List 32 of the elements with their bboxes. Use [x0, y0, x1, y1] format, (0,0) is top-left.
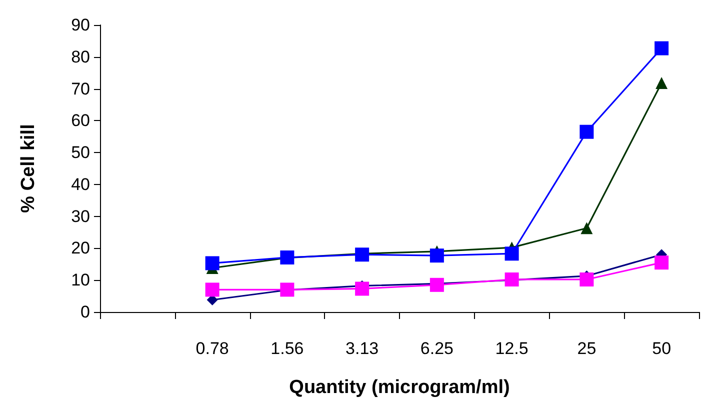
x-tick-label: 1.56 [270, 339, 304, 358]
y-tick-label: 80 [71, 47, 90, 66]
y-tick-label: 90 [71, 16, 90, 34]
point [656, 77, 668, 90]
x-axis-title: Quantity (microgram/ml) [289, 377, 510, 398]
x-tick-label: 3.13 [346, 339, 379, 358]
y-tick-label: 50 [71, 143, 90, 162]
y-tick-label: 10 [71, 270, 90, 290]
point [580, 222, 593, 234]
point [580, 272, 594, 286]
point [504, 272, 519, 286]
y-tick-label: 70 [71, 79, 90, 98]
point [205, 256, 220, 270]
x-tick-label: 12.5 [495, 339, 528, 358]
point [504, 246, 519, 261]
point [654, 256, 669, 270]
y-tick-label: 0 [80, 302, 90, 322]
point [430, 248, 444, 263]
y-tick-label: 30 [71, 206, 90, 226]
y-tick-label: 20 [71, 238, 90, 258]
point [355, 282, 370, 296]
x-tick-label: 50 [652, 339, 672, 358]
point [654, 41, 669, 56]
x-tick-label: 25 [577, 339, 596, 358]
point [430, 278, 444, 292]
x-tick-label: 6.25 [420, 339, 454, 358]
point [580, 124, 594, 139]
y-axis-title: % Cell kill [18, 124, 39, 213]
y-tick-label: 60 [71, 111, 90, 130]
x-tick-label: 0.78 [196, 339, 229, 358]
point [205, 282, 220, 297]
y-tick-label: 40 [71, 174, 90, 194]
